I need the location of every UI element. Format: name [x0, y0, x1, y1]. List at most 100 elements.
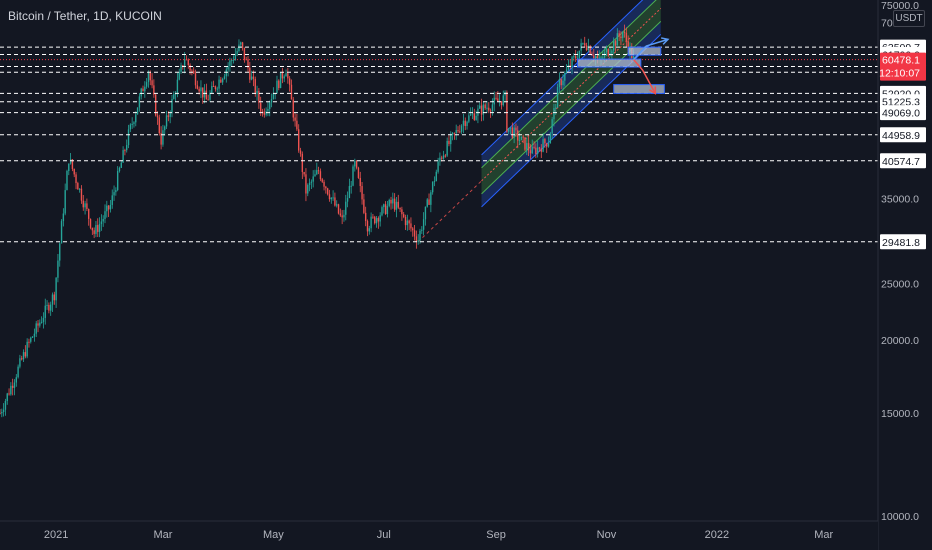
- candle: [355, 160, 358, 170]
- candle: [299, 147, 302, 157]
- candle-body: [451, 132, 454, 135]
- candle-body: [564, 72, 566, 81]
- candle-body: [352, 166, 354, 186]
- candle-body: [162, 130, 164, 145]
- candle: [171, 94, 173, 118]
- candle-body: [53, 294, 56, 301]
- candle-body: [584, 43, 586, 46]
- candle: [126, 139, 128, 153]
- candle: [44, 298, 46, 325]
- candle: [144, 81, 146, 98]
- candle-body: [412, 228, 414, 231]
- candle-body: [4, 400, 7, 410]
- candle: [64, 183, 66, 216]
- candle: [307, 183, 309, 197]
- candle: [366, 219, 369, 237]
- candle: [370, 212, 372, 233]
- candle: [413, 224, 416, 241]
- candle-body: [321, 179, 323, 182]
- candle-body: [80, 188, 83, 201]
- candle: [364, 206, 367, 227]
- candle: [526, 137, 528, 156]
- candle-body: [10, 385, 12, 395]
- candle-body: [299, 150, 302, 154]
- candle-body: [216, 88, 218, 90]
- candle-body: [466, 121, 468, 126]
- candle-body: [536, 147, 539, 154]
- candle-body: [513, 127, 515, 138]
- candle: [412, 227, 414, 237]
- candle-body: [354, 160, 356, 167]
- candle: [88, 208, 90, 226]
- candle: [339, 208, 342, 217]
- candle: [361, 182, 363, 205]
- candle-body: [596, 56, 599, 58]
- candle-body: [310, 181, 313, 183]
- candlestick-series: [0, 24, 635, 418]
- candle: [598, 50, 600, 60]
- candle: [379, 212, 381, 227]
- candle-body: [145, 82, 148, 87]
- candle-body: [605, 49, 608, 53]
- candle-body: [565, 69, 568, 73]
- candle: [145, 78, 148, 89]
- candle-body: [124, 150, 126, 152]
- candle-body: [131, 123, 133, 125]
- candle-body: [511, 127, 514, 138]
- candle-body: [366, 221, 369, 232]
- candle-body: [442, 155, 445, 159]
- chart-title: Bitcoin / Tether, 1D, KUCOIN: [8, 9, 162, 23]
- candle: [2, 403, 5, 417]
- candle: [100, 214, 103, 231]
- candle-body: [13, 382, 16, 388]
- candle-body: [78, 188, 81, 190]
- candle: [560, 77, 562, 90]
- candle: [547, 136, 550, 148]
- candle: [489, 108, 492, 118]
- candle-body: [33, 333, 36, 337]
- candle: [343, 209, 345, 222]
- candle-body: [93, 230, 95, 234]
- candle: [569, 59, 571, 70]
- candle-body: [422, 219, 425, 230]
- candle: [19, 354, 21, 369]
- level-label: 40574.7: [882, 156, 920, 168]
- candle-body: [549, 133, 552, 144]
- candle-body: [205, 90, 208, 100]
- candle: [388, 198, 390, 208]
- candle: [323, 179, 325, 191]
- candle-body: [0, 413, 1, 415]
- candle-body: [484, 104, 486, 109]
- candle-body: [140, 88, 142, 97]
- candle: [507, 127, 510, 135]
- candle-body: [495, 97, 497, 99]
- candle: [377, 216, 380, 229]
- candle: [500, 101, 503, 110]
- candle-body: [330, 197, 332, 200]
- candle: [535, 143, 537, 159]
- candle: [21, 355, 23, 361]
- candle-body: [303, 171, 305, 175]
- candle-body: [368, 228, 371, 232]
- candle-body: [415, 236, 418, 242]
- candle-body: [336, 204, 338, 206]
- candle-body: [183, 59, 186, 68]
- candle: [428, 193, 430, 206]
- candle-body: [482, 104, 485, 115]
- candle-body: [82, 200, 84, 208]
- candle: [433, 176, 436, 187]
- candle-body: [19, 358, 21, 367]
- candle: [115, 187, 117, 196]
- candle: [193, 67, 195, 74]
- candle-body: [489, 110, 492, 112]
- candle-body: [625, 32, 628, 42]
- price-tick-label: 20000.0: [881, 335, 919, 347]
- currency-unit-badge[interactable]: USDT: [893, 10, 925, 27]
- candle: [469, 107, 472, 117]
- candle: [444, 153, 447, 158]
- candle: [285, 69, 287, 77]
- candle-body: [202, 87, 204, 98]
- candle: [149, 70, 151, 86]
- candle-body: [598, 57, 600, 59]
